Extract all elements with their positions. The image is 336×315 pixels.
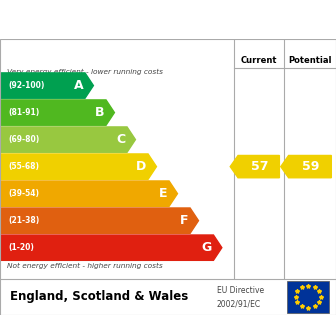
Text: Current: Current [241,56,277,66]
Text: England, Scotland & Wales: England, Scotland & Wales [10,290,188,303]
Text: (39-54): (39-54) [8,189,39,198]
Polygon shape [0,73,93,98]
Text: B: B [95,106,104,119]
Text: EU Directive: EU Directive [217,286,264,295]
Text: 57: 57 [251,160,269,173]
Text: (69-80): (69-80) [8,135,40,144]
Text: 2002/91/EC: 2002/91/EC [217,300,261,309]
Polygon shape [0,127,135,152]
Text: E: E [159,187,167,200]
Text: Potential: Potential [288,56,332,66]
Polygon shape [281,156,331,178]
Text: (21-38): (21-38) [8,216,40,225]
Text: F: F [180,214,188,227]
Text: Energy Efficiency Rating: Energy Efficiency Rating [10,12,232,27]
Text: Not energy efficient - higher running costs: Not energy efficient - higher running co… [7,263,163,269]
Text: (1-20): (1-20) [8,243,34,252]
Polygon shape [0,235,222,260]
Polygon shape [0,100,115,125]
Bar [287,281,329,313]
Text: C: C [116,133,125,146]
Text: A: A [74,79,83,92]
Text: (92-100): (92-100) [8,81,45,90]
Text: Very energy efficient - lower running costs: Very energy efficient - lower running co… [7,69,163,75]
Polygon shape [230,156,280,178]
Text: (81-91): (81-91) [8,108,40,117]
Text: G: G [202,241,212,254]
Text: 59: 59 [302,160,320,173]
Text: D: D [136,160,146,173]
Polygon shape [0,208,199,233]
Text: (55-68): (55-68) [8,162,39,171]
Polygon shape [0,181,177,206]
Polygon shape [0,154,157,179]
